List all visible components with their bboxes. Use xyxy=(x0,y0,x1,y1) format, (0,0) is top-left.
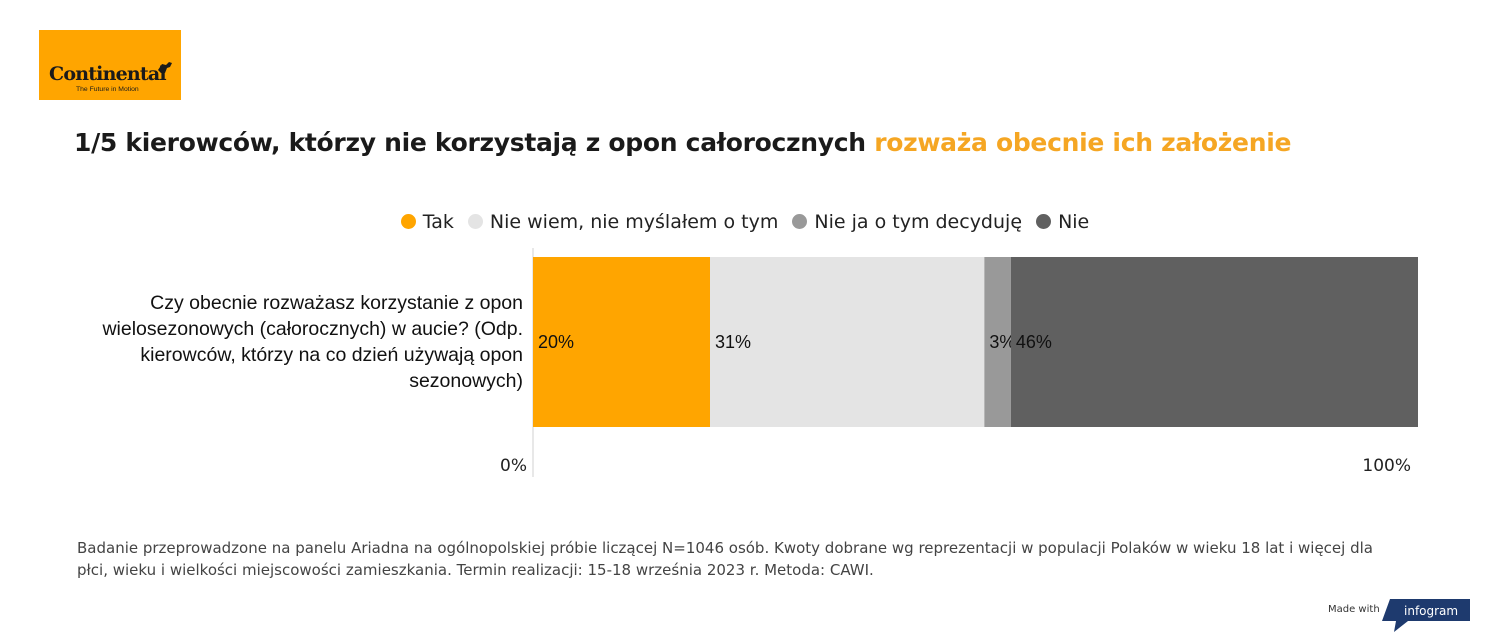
continental-logo: Continental The Future in Motion xyxy=(39,30,181,100)
legend-label: Nie ja o tym decyduję xyxy=(814,211,1023,233)
bar-segment-1[interactable] xyxy=(710,257,985,427)
data-label-1: 31% xyxy=(715,332,751,352)
footnote: Badanie przeprowadzone na panelu Ariadna… xyxy=(77,539,1373,579)
logo-tagline: The Future in Motion xyxy=(76,86,139,93)
legend-dot-icon xyxy=(792,214,808,229)
title-accent: rozważa obecnie ich założenie xyxy=(874,128,1292,157)
made-with-label: Made with xyxy=(1328,604,1380,615)
page-title: 1/5 kierowców, którzy nie korzystają z o… xyxy=(74,128,1291,157)
continental-horse-logo-icon: Continental The Future in Motion xyxy=(49,62,172,93)
infogram-brand: infogram xyxy=(1404,604,1458,618)
x-axis-min-label: 0% xyxy=(500,456,527,476)
bar-segment-2[interactable] xyxy=(984,257,1011,427)
x-axis-max-label: 100% xyxy=(1362,456,1411,476)
data-label-2: 3% xyxy=(989,332,1015,352)
legend-dot-icon xyxy=(400,214,416,229)
legend-item-nie-wiem[interactable]: Nie wiem, nie myślałem o tym xyxy=(467,211,779,233)
legend-item-tak[interactable]: Tak xyxy=(400,211,454,233)
legend-dot-icon xyxy=(1036,214,1052,229)
bar-segment-3[interactable] xyxy=(1010,257,1418,427)
legend-dot-icon xyxy=(467,214,483,229)
legend-item-nie-ja-decyduje[interactable]: Nie ja o tym decyduję xyxy=(792,211,1022,233)
infogram-badge-icon xyxy=(1382,599,1470,632)
legend-label: Nie xyxy=(1058,211,1090,233)
legend-item-nie[interactable]: Nie xyxy=(1036,211,1089,233)
category-label: Czy obecnie rozważasz korzystanie z opon… xyxy=(102,292,523,392)
chart-legend: Tak Nie wiem, nie myślałem o tym Nie ja … xyxy=(0,211,1490,233)
legend-label: Nie wiem, nie myślałem o tym xyxy=(489,211,779,233)
data-label-3: 46% xyxy=(1016,332,1052,352)
infogram-badge[interactable]: infogram xyxy=(1382,599,1472,633)
bar-group: 20% 31% 3% 46% xyxy=(533,257,1418,427)
logo-brand-text: Continental xyxy=(49,63,166,85)
legend-label: Tak xyxy=(422,211,454,233)
title-main: 1/5 kierowców, którzy nie korzystają z o… xyxy=(74,128,866,157)
data-label-0: 20% xyxy=(538,332,574,352)
bar-segment-0[interactable] xyxy=(533,257,710,427)
